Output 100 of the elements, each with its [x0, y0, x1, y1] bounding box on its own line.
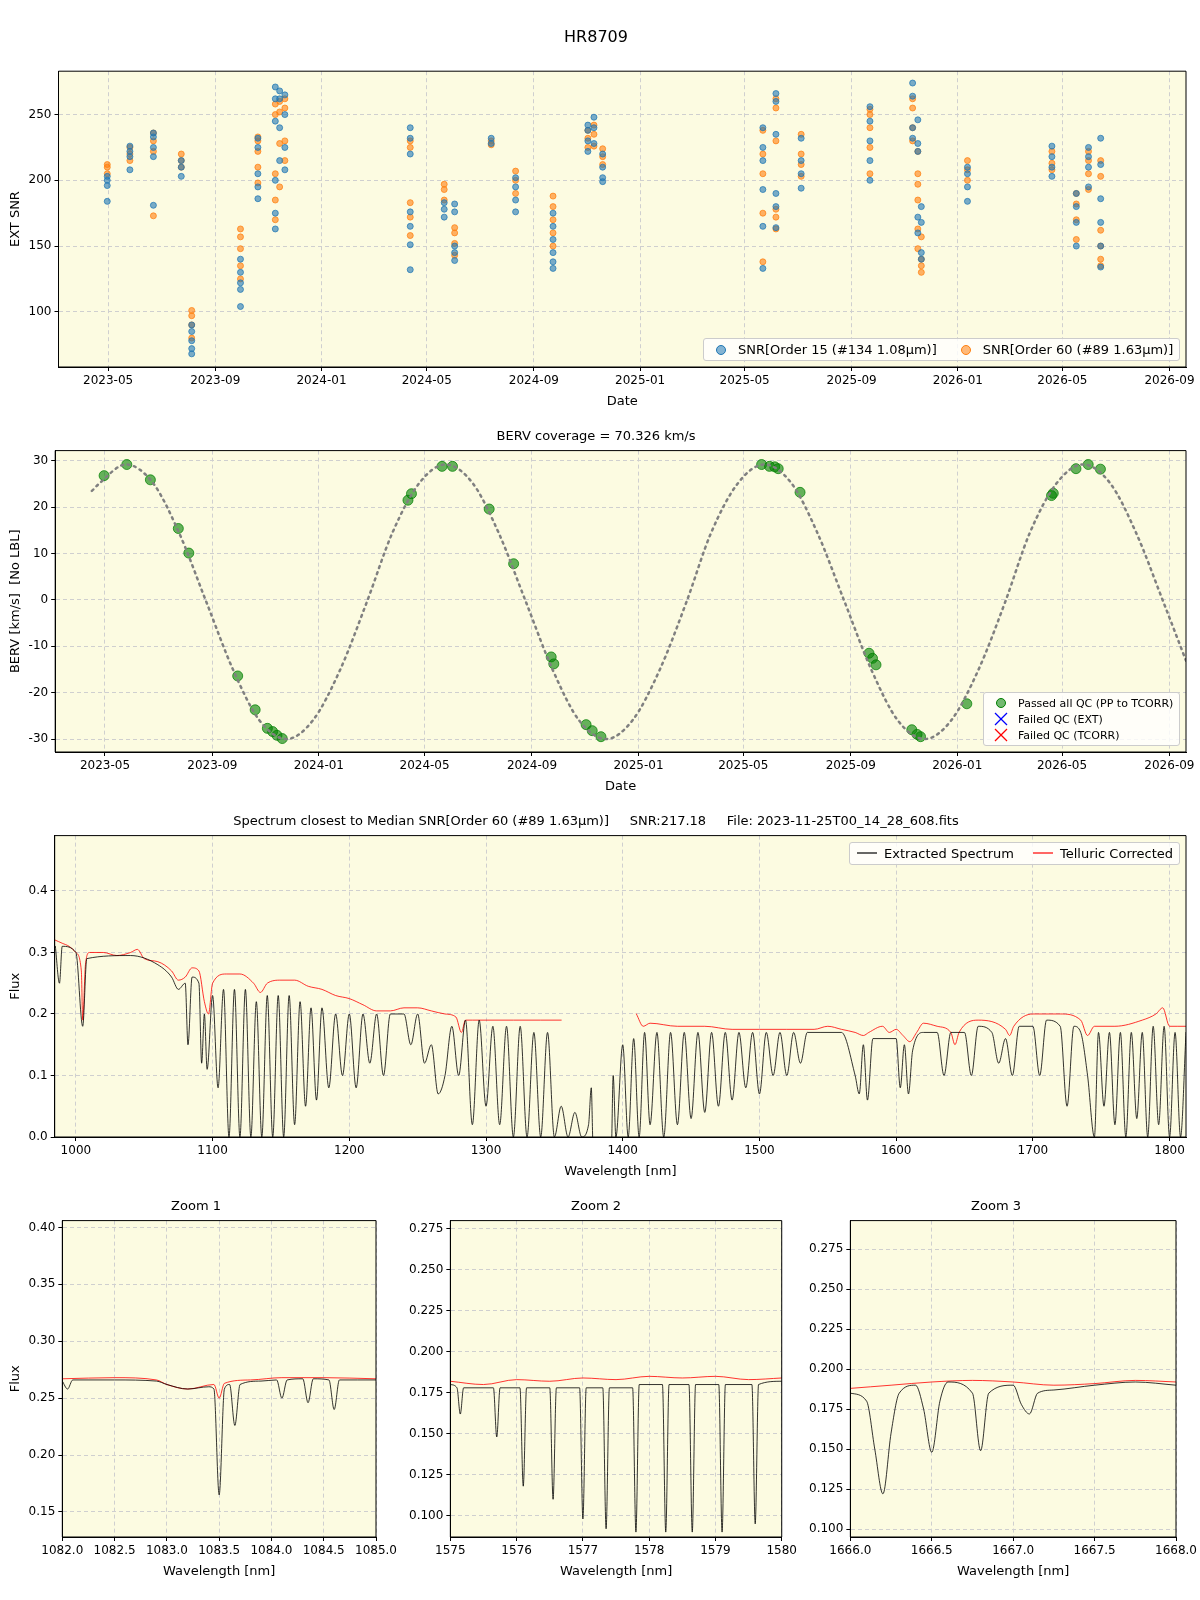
- y-tick-label: 10: [32, 545, 49, 560]
- y-tick-label: 0.200: [808, 1361, 844, 1376]
- y-tick-label: 0.100: [808, 1521, 844, 1536]
- x-tick-label: 2024-01: [293, 758, 344, 773]
- chart-title: Zoom 3: [971, 1198, 1021, 1214]
- y-tick-label: -30: [28, 731, 49, 746]
- x-tick-label: 2025-05: [719, 373, 770, 388]
- x-tick-label: 1668.0: [1155, 1543, 1198, 1558]
- x-tick-label: 1400: [607, 1143, 639, 1158]
- x-tick-label: 2024-01: [296, 373, 347, 388]
- x-tick-label: 1667.0: [992, 1543, 1035, 1558]
- y-tick-label: 0.150: [808, 1441, 844, 1456]
- x-tick-label: 2024-09: [508, 373, 559, 388]
- x-tick-label: 1083.0: [145, 1543, 188, 1558]
- x-axis-title: Wavelength [nm]: [957, 1562, 1070, 1578]
- y-tick-label: 0.250: [808, 1281, 844, 1296]
- y-tick-label: 200: [28, 172, 52, 187]
- y-tick-label: -10: [28, 638, 49, 653]
- y-tick-label: 0.275: [808, 1241, 844, 1256]
- chart-title: Zoom 1: [171, 1198, 221, 1214]
- x-tick-label: 2025-09: [825, 758, 876, 773]
- y-tick-label: 30: [32, 452, 49, 467]
- x-tick-label: 2026-09: [1144, 373, 1195, 388]
- y-tick-label: 0.2: [28, 1006, 48, 1021]
- x-tick-label: 1082.0: [41, 1543, 84, 1558]
- y-tick-label: 0.1: [28, 1067, 48, 1082]
- x-tick-label: 1000: [60, 1143, 92, 1158]
- y-tick-label: 0.150: [408, 1425, 444, 1440]
- x-tick-label: 2024-09: [506, 758, 558, 773]
- y-tick-label: -20: [28, 684, 49, 699]
- y-tick-label: 0.20: [28, 1447, 56, 1462]
- x-tick-label: 2026-09: [1144, 758, 1195, 773]
- x-tick-label: 1576: [501, 1543, 532, 1558]
- y-tick-label: 0.225: [408, 1302, 444, 1317]
- y-tick-label: 0.15: [28, 1504, 56, 1519]
- x-tick-label: 1200: [334, 1143, 365, 1158]
- y-tick-label: 0.225: [808, 1321, 844, 1336]
- y-tick-label: 0.4: [28, 883, 48, 898]
- chart-title: Spectrum closest to Median SNR[Order 60 (#89 1.63μm)] SNR:217.18 File: 2023-11-25T00_14_28_608.fits: [233, 813, 959, 829]
- x-tick-label: 1083.5: [198, 1543, 241, 1558]
- y-tick-label: 0.3: [28, 944, 48, 959]
- y-tick-label: 100: [28, 303, 52, 318]
- x-tick-label: 1667.5: [1073, 1543, 1116, 1558]
- x-tick-label: 2026-05: [1037, 373, 1088, 388]
- x-tick-label: 2024-05: [399, 758, 450, 773]
- y-tick-label: 0.0: [28, 1129, 48, 1144]
- y-tick-label: 0.35: [28, 1276, 56, 1291]
- x-tick-label: 1084.5: [302, 1543, 345, 1558]
- x-tick-label: 2025-09: [826, 373, 877, 388]
- x-tick-label: 1100: [197, 1143, 228, 1158]
- x-axis-title: Wavelength [nm]: [163, 1562, 276, 1578]
- x-tick-label: 2023-05: [83, 373, 134, 388]
- y-tick-label: 0.250: [408, 1261, 444, 1276]
- x-tick-label: 1082.5: [93, 1543, 136, 1558]
- x-tick-label: 2024-05: [401, 373, 452, 388]
- x-tick-label: 1577: [567, 1543, 599, 1558]
- x-tick-label: 2023-09: [187, 758, 238, 773]
- chart-title: Zoom 2: [571, 1198, 621, 1214]
- chart-title: BERV coverage = 70.326 km/s: [496, 428, 696, 444]
- y-axis-title: EXT SNR: [7, 191, 23, 248]
- y-tick-label: 150: [28, 238, 52, 253]
- y-tick-label: 0.125: [408, 1466, 444, 1481]
- y-tick-label: 0.175: [808, 1401, 844, 1416]
- x-tick-label: 1578: [633, 1543, 665, 1558]
- y-tick-label: 0.125: [808, 1481, 844, 1496]
- x-tick-label: 1800: [1154, 1143, 1185, 1158]
- y-axis-title: BERV [km/s] [No LBL]: [7, 529, 23, 674]
- x-tick-label: 1085.0: [355, 1543, 398, 1558]
- legend-label: Failed QC (TCORR): [1018, 728, 1120, 742]
- y-tick-label: 0.175: [408, 1384, 444, 1399]
- x-tick-label: 1666.0: [829, 1543, 872, 1558]
- x-tick-label: 2025-05: [718, 758, 769, 773]
- x-tick-label: 2026-01: [932, 373, 983, 388]
- y-tick-label: 250: [28, 106, 52, 121]
- legend-label: Telluric Corrected: [1059, 845, 1174, 861]
- x-axis-title: Wavelength [nm]: [559, 1562, 673, 1578]
- x-tick-label: 2026-05: [1036, 758, 1088, 773]
- legend-label: SNR[Order 60 (#89 1.63μm)]: [982, 342, 1174, 357]
- x-tick-label: 1666.5: [910, 1543, 953, 1558]
- x-tick-label: 2023-09: [190, 373, 241, 388]
- y-tick-label: 0.25: [28, 1390, 56, 1405]
- y-tick-label: 0.100: [408, 1507, 444, 1522]
- y-tick-label: 0.275: [408, 1220, 444, 1235]
- x-tick-label: 2026-01: [932, 758, 983, 773]
- x-tick-label: 2025-01: [613, 758, 664, 773]
- x-axis-title: Date: [606, 392, 638, 408]
- y-axis-title: Flux: [7, 972, 23, 1000]
- x-tick-label: 1300: [470, 1143, 502, 1158]
- y-tick-label: 20: [32, 499, 49, 514]
- y-tick-label: 0.200: [408, 1343, 444, 1358]
- legend-label: SNR[Order 15 (#134 1.08μm)]: [738, 342, 937, 357]
- chart-title: HR8709: [564, 26, 628, 46]
- x-tick-label: 1084.0: [250, 1543, 293, 1558]
- y-axis-title: Flux: [7, 1364, 23, 1393]
- x-tick-label: 1600: [880, 1143, 912, 1158]
- legend-label: Extracted Spectrum: [884, 845, 1014, 861]
- x-axis-title: Date: [605, 777, 637, 793]
- y-tick-label: 0.40: [28, 1219, 56, 1234]
- x-tick-label: 1575: [435, 1543, 466, 1558]
- legend-label: Failed QC (EXT): [1018, 712, 1103, 726]
